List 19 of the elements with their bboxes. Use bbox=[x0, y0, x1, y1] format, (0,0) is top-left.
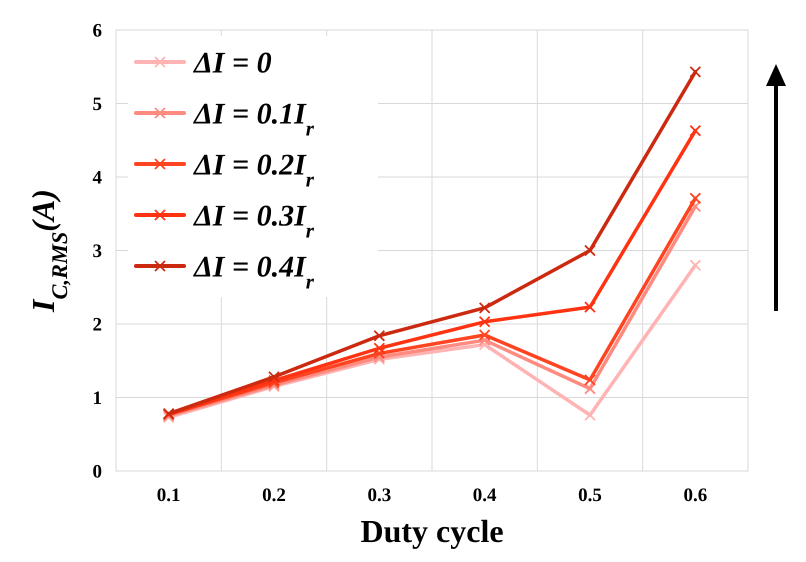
legend-label: ΔI = 0 bbox=[193, 46, 272, 80]
y-tick-label: 4 bbox=[92, 168, 102, 189]
legend-label: ΔI = 0.2I$_{r}$ bbox=[193, 148, 315, 192]
x-tick-label: 0.2 bbox=[262, 485, 286, 506]
legend-label: ΔI = 0.4I$_{r}$ bbox=[193, 250, 315, 294]
y-tick-label: 0 bbox=[92, 462, 102, 483]
legend-label: ΔI = 0.3I$_{r}$ bbox=[193, 200, 315, 242]
x-tick-label: 0.1 bbox=[156, 485, 181, 506]
x-axis-title: Duty cycle bbox=[360, 513, 504, 549]
y-tick-label: 6 bbox=[92, 20, 102, 42]
y-tick-label: 1 bbox=[92, 388, 102, 410]
y-tick-label: 2 bbox=[92, 314, 102, 336]
x-tick-label: 0.5 bbox=[578, 485, 602, 506]
y-tick-label: 5 bbox=[92, 94, 102, 116]
x-tick-label: 0.6 bbox=[683, 485, 708, 506]
legend-label: ΔI = 0.1I$_{r}$ bbox=[193, 98, 315, 140]
x-tick-label: 0.3 bbox=[367, 485, 392, 506]
y-tick-label: 3 bbox=[92, 241, 102, 262]
x-tick-label: 0.4 bbox=[472, 485, 498, 506]
